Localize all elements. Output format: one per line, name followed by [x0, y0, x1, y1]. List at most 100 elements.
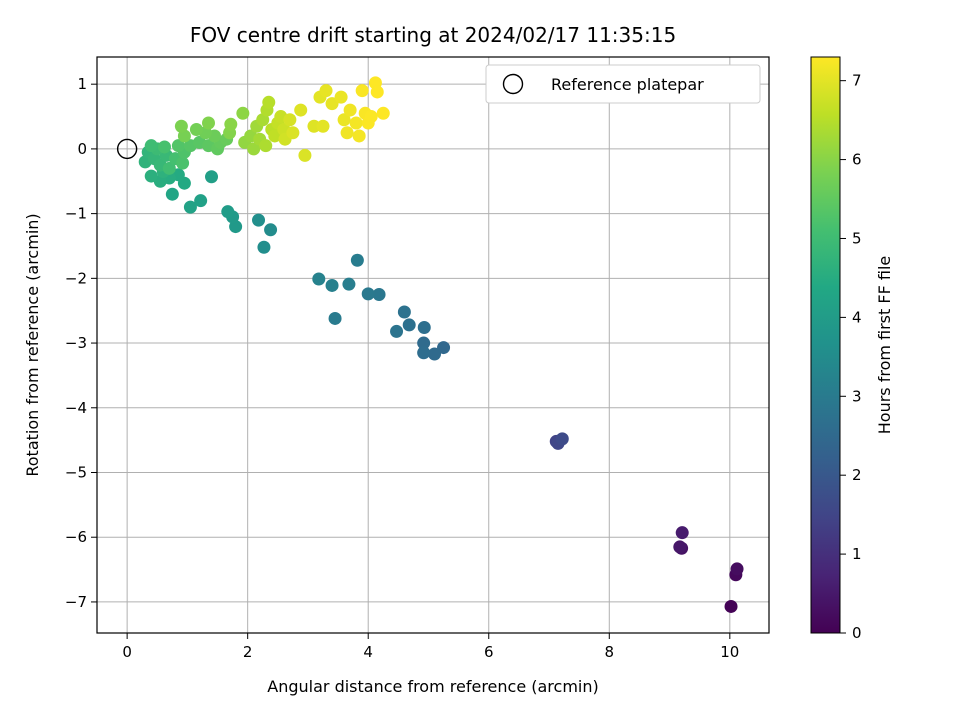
data-point: [262, 95, 276, 109]
y-tick-label: −7: [65, 593, 87, 611]
x-tick-label: 8: [605, 643, 615, 661]
colorbar-tick-label: 1: [852, 545, 862, 563]
data-point: [355, 84, 369, 98]
colorbar-label: Hours from first FF file: [875, 256, 894, 435]
data-point: [205, 170, 219, 184]
data-point: [437, 341, 451, 355]
data-point: [417, 336, 431, 350]
data-point: [144, 169, 158, 183]
data-point: [171, 139, 185, 153]
data-point: [247, 142, 261, 156]
y-tick-label: −2: [65, 269, 87, 287]
data-point: [158, 140, 172, 154]
y-axis-ticks: 1 0 −1 −2 −3 −4 −5 −6 −7: [65, 75, 97, 611]
data-point: [201, 116, 215, 130]
data-point: [555, 432, 569, 446]
data-point: [316, 119, 330, 133]
data-point: [236, 106, 250, 120]
data-point: [372, 288, 386, 302]
colorbar-tick-label: 5: [852, 229, 862, 247]
colorbar-tick-label: 2: [852, 466, 862, 484]
legend-box: [485, 64, 761, 104]
data-point: [340, 126, 354, 140]
colorbar-tick-label: 4: [852, 308, 862, 326]
x-axis-ticks: 0 2 4 6 8 10: [122, 633, 739, 661]
colorbar-tick-label: 7: [852, 72, 862, 90]
x-tick-label: 10: [720, 643, 739, 661]
data-point: [397, 305, 411, 319]
data-point: [264, 223, 278, 237]
data-point: [259, 139, 273, 153]
data-point: [312, 272, 326, 286]
data-point: [428, 347, 442, 361]
data-point: [364, 110, 378, 124]
x-axis-label: Angular distance from reference (arcmin): [267, 677, 598, 696]
data-point: [165, 187, 179, 201]
data-point: [370, 85, 384, 99]
data-point: [176, 156, 190, 170]
legend-marker: [502, 73, 524, 95]
colorbar-tick-label: 6: [852, 151, 862, 169]
y-tick-label: 1: [77, 75, 87, 93]
data-point: [328, 311, 342, 325]
y-tick-label: −5: [65, 463, 87, 481]
y-tick-label: 0: [77, 140, 87, 158]
data-points: [138, 76, 744, 613]
x-tick-label: 4: [363, 643, 373, 661]
data-point: [283, 113, 297, 127]
x-tick-label: 6: [484, 643, 494, 661]
data-point: [189, 122, 203, 136]
data-point: [183, 200, 197, 214]
data-point: [724, 599, 738, 613]
chart-title: FOV centre drift starting at 2024/02/17 …: [190, 23, 676, 47]
data-point: [294, 103, 308, 117]
y-axis-label: Rotation from reference (arcmin): [23, 213, 42, 476]
data-point: [390, 324, 404, 338]
colorbar-tick-label: 3: [852, 387, 862, 405]
data-point: [194, 194, 208, 208]
data-point: [144, 139, 158, 153]
y-tick-label: −6: [65, 528, 87, 546]
y-tick-label: −4: [65, 399, 87, 417]
data-point: [673, 540, 687, 554]
data-point: [325, 278, 339, 292]
x-tick-label: 2: [243, 643, 253, 661]
y-tick-label: −3: [65, 334, 87, 352]
data-point: [319, 84, 333, 98]
plot-area: [96, 56, 770, 634]
reference-point-marker: [116, 138, 138, 160]
colorbar: 0 1 2 3 4 5 6 7 Hours from first FF file: [810, 56, 894, 642]
data-point: [376, 106, 390, 120]
data-point: [337, 113, 351, 127]
data-point: [349, 116, 363, 130]
data-point: [417, 346, 431, 360]
plot-frame: [96, 56, 770, 634]
data-point: [334, 90, 348, 104]
data-point: [174, 119, 188, 133]
data-point: [402, 318, 416, 332]
data-point: [307, 119, 321, 133]
colorbar-tick-label: 0: [852, 624, 862, 642]
legend-entry-reference: Reference platepar: [551, 75, 704, 94]
colorbar-ticks: 0 1 2 3 4 5 6 7: [840, 72, 862, 642]
x-tick-label: 0: [122, 643, 132, 661]
colorbar-gradient: [810, 56, 841, 634]
data-point: [325, 97, 339, 111]
data-point: [257, 240, 271, 254]
data-point: [361, 287, 375, 301]
data-point: [252, 213, 266, 227]
data-point: [162, 161, 176, 175]
data-point: [350, 253, 364, 267]
data-point: [352, 129, 366, 143]
data-point: [343, 103, 357, 117]
data-point: [298, 148, 312, 162]
data-point: [221, 205, 235, 219]
legend: Reference platepar: [485, 64, 761, 104]
data-point: [417, 321, 431, 335]
data-point: [342, 277, 356, 291]
data-point: [224, 117, 238, 131]
data-point: [675, 526, 689, 540]
data-point: [286, 126, 300, 140]
data-point: [730, 562, 744, 576]
